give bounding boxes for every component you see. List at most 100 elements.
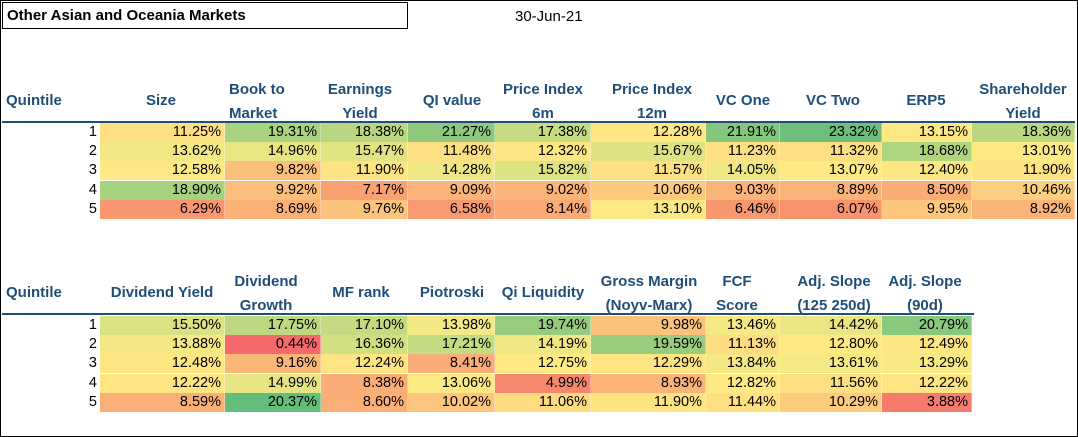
table-cell[interactable]: 11.90%	[591, 392, 706, 412]
table-cell[interactable]: 14.28%	[408, 161, 495, 181]
table-cell[interactable]: 10.46%	[972, 180, 1075, 200]
table-cell[interactable]: 11.44%	[706, 392, 780, 412]
t2-header-adj-slope-90d[interactable]: Adj. Slope (90d)	[888, 273, 962, 314]
table-cell[interactable]: 8.92%	[972, 199, 1075, 219]
table-cell[interactable]: 12.24%	[321, 354, 408, 374]
table-cell[interactable]: 12.40%	[882, 161, 972, 181]
table-cell[interactable]: 13.84%	[706, 354, 780, 374]
table-cell[interactable]: 11.06%	[495, 392, 591, 412]
table-cell[interactable]: 12.29%	[591, 354, 706, 374]
table-cell[interactable]: 12.28%	[591, 123, 706, 142]
table-cell[interactable]: 15.82%	[495, 161, 591, 181]
table-cell[interactable]: 18.36%	[972, 123, 1075, 142]
table-cell[interactable]: 12.22%	[100, 373, 225, 393]
quintile-number[interactable]: 3	[88, 162, 97, 179]
t1-header-shareholder-yield[interactable]: Shareholder Yield	[979, 81, 1067, 122]
table-cell[interactable]: 10.02%	[408, 392, 495, 412]
table-cell[interactable]: 11.25%	[100, 123, 225, 142]
table-cell[interactable]: 12.58%	[100, 161, 225, 181]
t1-header-book-to-market[interactable]: Book to Market	[229, 81, 285, 122]
table-cell[interactable]: 12.32%	[495, 142, 591, 162]
table-cell[interactable]: 8.89%	[780, 180, 882, 200]
table-cell[interactable]: 14.19%	[495, 335, 591, 355]
table-cell[interactable]: 4.99%	[495, 373, 591, 393]
table-cell[interactable]: 11.32%	[780, 142, 882, 162]
t2-header-fcf-score[interactable]: FCF Score	[716, 273, 758, 314]
table-cell[interactable]: 9.98%	[591, 316, 706, 335]
t1-header-price-index-6m[interactable]: Price Index 6m	[502, 81, 584, 122]
sheet-title[interactable]: Other Asian and Oceania Markets	[2, 2, 408, 29]
quintile-number[interactable]: 4	[88, 374, 97, 391]
table-cell[interactable]: 14.05%	[706, 161, 780, 181]
t2-header-adj-slope-125-250d[interactable]: Adj. Slope (125 250d)	[797, 273, 871, 314]
table-cell[interactable]: 9.03%	[706, 180, 780, 200]
table-cell[interactable]: 11.23%	[706, 142, 780, 162]
t2-header-quintile[interactable]: Quintile	[6, 284, 62, 301]
table-cell[interactable]: 18.68%	[882, 142, 972, 162]
table-cell[interactable]: 11.90%	[321, 161, 408, 181]
report-date[interactable]: 30-Jun-21	[515, 8, 583, 25]
quintile-number[interactable]: 3	[88, 355, 97, 372]
t1-header-price-index-12m[interactable]: Price Index 12m	[611, 81, 693, 122]
table-cell[interactable]: 12.22%	[882, 373, 972, 393]
table-cell[interactable]: 13.29%	[882, 354, 972, 374]
table-cell[interactable]: 8.93%	[591, 373, 706, 393]
table-cell[interactable]: 9.76%	[321, 199, 408, 219]
t1-header-earnings-yield[interactable]: Earnings Yield	[327, 81, 393, 122]
table-cell[interactable]: 17.21%	[408, 335, 495, 355]
table-cell[interactable]: 11.90%	[972, 161, 1075, 181]
table-cell[interactable]: 14.42%	[780, 316, 882, 335]
t1-header-vc-one[interactable]: VC One	[715, 92, 771, 109]
table-cell[interactable]: 13.46%	[706, 316, 780, 335]
table-cell[interactable]: 12.75%	[495, 354, 591, 374]
t2-header-piotroski[interactable]: Piotroski	[419, 284, 485, 301]
table-cell[interactable]: 6.29%	[100, 199, 225, 219]
table-cell[interactable]: 20.79%	[882, 316, 972, 335]
table-cell[interactable]: 8.14%	[495, 199, 591, 219]
table-cell[interactable]: 17.75%	[225, 316, 321, 335]
table-cell[interactable]: 13.06%	[408, 373, 495, 393]
table-cell[interactable]: 8.38%	[321, 373, 408, 393]
table-cell[interactable]: 0.44%	[225, 335, 321, 355]
table-cell[interactable]: 18.90%	[100, 180, 225, 200]
table-cell[interactable]: 9.02%	[495, 180, 591, 200]
table-cell[interactable]: 18.38%	[321, 123, 408, 142]
table-cell[interactable]: 9.95%	[882, 199, 972, 219]
table-cell[interactable]: 17.10%	[321, 316, 408, 335]
table-cell[interactable]: 14.96%	[225, 142, 321, 162]
table-cell[interactable]: 23.32%	[780, 123, 882, 142]
table-cell[interactable]: 13.61%	[780, 354, 882, 374]
table-cell[interactable]: 9.82%	[225, 161, 321, 181]
table-cell[interactable]: 6.46%	[706, 199, 780, 219]
table-cell[interactable]: 20.37%	[225, 392, 321, 412]
t2-header-dividend-growth[interactable]: Dividend Growth	[234, 273, 298, 314]
t2-header-qi-liquidity[interactable]: Qi Liquidity	[501, 284, 585, 301]
table-cell[interactable]: 21.91%	[706, 123, 780, 142]
table-cell[interactable]: 9.09%	[408, 180, 495, 200]
table-cell[interactable]: 6.58%	[408, 199, 495, 219]
table-cell[interactable]: 15.67%	[591, 142, 706, 162]
table-cell[interactable]: 13.07%	[780, 161, 882, 181]
quintile-number[interactable]: 1	[88, 317, 97, 333]
table-cell[interactable]: 13.98%	[408, 316, 495, 335]
quintile-number[interactable]: 2	[88, 143, 97, 160]
table-cell[interactable]: 8.50%	[882, 180, 972, 200]
quintile-number[interactable]: 2	[88, 336, 97, 353]
table-cell[interactable]: 19.31%	[225, 123, 321, 142]
table-cell[interactable]: 11.56%	[780, 373, 882, 393]
table-cell[interactable]: 9.92%	[225, 180, 321, 200]
table-cell[interactable]: 13.88%	[100, 335, 225, 355]
t1-header-erp5[interactable]: ERP5	[906, 92, 946, 109]
quintile-number[interactable]: 5	[88, 393, 97, 410]
table-cell[interactable]: 13.10%	[591, 199, 706, 219]
t2-header-dividend-yield[interactable]: Dividend Yield	[110, 284, 214, 301]
table-cell[interactable]: 13.01%	[972, 142, 1075, 162]
table-cell[interactable]: 21.27%	[408, 123, 495, 142]
table-cell[interactable]: 8.69%	[225, 199, 321, 219]
quintile-number[interactable]: 1	[88, 124, 97, 140]
table-cell[interactable]: 11.48%	[408, 142, 495, 162]
table-cell[interactable]: 9.16%	[225, 354, 321, 374]
table-cell[interactable]: 16.36%	[321, 335, 408, 355]
table-cell[interactable]: 14.99%	[225, 373, 321, 393]
table-cell[interactable]: 12.48%	[100, 354, 225, 374]
